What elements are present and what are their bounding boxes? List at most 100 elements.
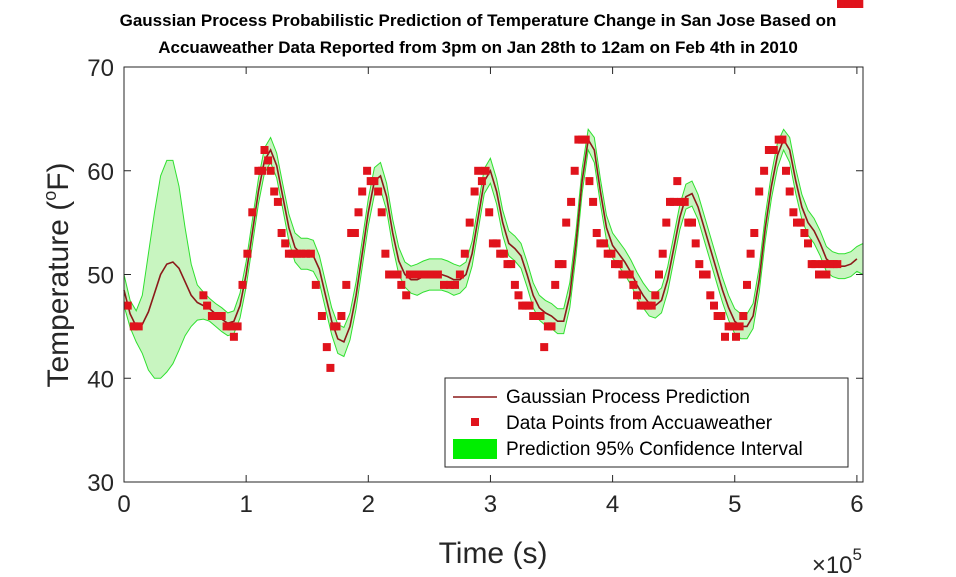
- data-point: [342, 280, 351, 289]
- data-point: [337, 312, 346, 320]
- data-point: [277, 229, 286, 237]
- data-point: [227, 322, 236, 331]
- data-point: [433, 270, 442, 279]
- data-point: [350, 229, 359, 237]
- y-tick-label: 50: [87, 263, 114, 290]
- data-point: [625, 270, 634, 279]
- data-point: [833, 260, 842, 269]
- data-point: [374, 187, 383, 196]
- data-point: [311, 280, 320, 289]
- data-point: [536, 312, 545, 320]
- data-point: [203, 301, 212, 310]
- y-axis-label-end: F): [42, 162, 75, 190]
- data-point: [739, 312, 748, 320]
- data-point: [746, 249, 755, 258]
- data-point: [266, 166, 275, 175]
- data-point: [370, 177, 379, 186]
- data-point: [460, 249, 469, 258]
- data-point: [134, 322, 143, 331]
- data-point: [455, 270, 464, 279]
- data-point: [381, 249, 390, 258]
- y-tick-label: 70: [87, 55, 114, 82]
- data-point: [662, 218, 671, 227]
- data-point: [507, 260, 516, 269]
- data-point: [514, 291, 523, 300]
- data-point: [822, 270, 831, 279]
- data-point: [326, 363, 335, 372]
- data-point: [581, 135, 590, 144]
- data-point: [238, 280, 247, 289]
- data-point: [789, 208, 798, 217]
- data-point: [222, 322, 231, 331]
- data-point: [695, 260, 704, 269]
- data-point: [405, 270, 414, 279]
- data-point: [750, 229, 759, 237]
- data-point: [680, 197, 689, 206]
- data-point: [322, 343, 331, 352]
- legend-marker-swatch: [471, 418, 479, 426]
- x-tick-label: 5: [728, 491, 741, 518]
- data-point: [760, 166, 769, 175]
- data-point: [702, 270, 711, 279]
- data-point: [743, 280, 751, 289]
- data-point: [589, 197, 598, 206]
- y-tick-label: 30: [87, 470, 114, 497]
- data-point: [297, 249, 306, 258]
- x-tick-label: 6: [850, 491, 863, 518]
- data-point: [547, 322, 556, 331]
- legend: Gaussian Process Prediction Data Points …: [444, 377, 849, 468]
- data-point: [302, 249, 310, 258]
- data-point: [410, 270, 419, 279]
- y-axis-label-superscript: o: [40, 191, 60, 201]
- data-point: [782, 166, 790, 175]
- data-point: [451, 280, 459, 289]
- data-point: [600, 239, 608, 248]
- data-point: [525, 301, 534, 310]
- data-point: [393, 270, 402, 279]
- data-point: [721, 332, 729, 341]
- y-axis-label-main: Temperature (: [42, 201, 75, 388]
- data-point: [465, 218, 474, 227]
- data-point: [477, 177, 486, 186]
- data-point: [354, 208, 363, 217]
- data-point: [207, 312, 216, 320]
- x-axis-label: Time (s): [439, 537, 548, 570]
- data-point: [217, 312, 226, 320]
- data-point: [427, 270, 436, 279]
- data-point: [499, 249, 508, 258]
- data-point: [288, 249, 297, 258]
- x-exponent-power: 5: [853, 545, 862, 564]
- data-point: [735, 322, 744, 331]
- data-point: [273, 197, 282, 206]
- data-point: [440, 280, 448, 289]
- data-point: [402, 291, 411, 300]
- data-point: [647, 301, 656, 310]
- data-point: [385, 270, 394, 279]
- data-point: [129, 322, 138, 331]
- y-tick-label: 60: [87, 159, 114, 186]
- data-point: [764, 146, 773, 154]
- data-point: [691, 239, 700, 248]
- data-point: [260, 146, 269, 154]
- x-tick-label: 4: [606, 491, 619, 518]
- legend-label-prediction: Gaussian Process Prediction: [506, 387, 750, 408]
- legend-label-confidence: Prediction 95% Confidence Interval: [506, 439, 803, 460]
- data-point: [710, 301, 718, 310]
- data-point: [363, 166, 372, 175]
- data-point: [592, 229, 601, 237]
- data-point: [629, 280, 638, 289]
- data-point: [800, 229, 809, 237]
- y-axis-label: Temperature (oF): [40, 162, 75, 387]
- data-point: [510, 280, 519, 289]
- data-point: [855, 0, 864, 8]
- data-point: [567, 197, 576, 206]
- data-point: [123, 301, 132, 310]
- data-point: [270, 187, 279, 196]
- data-point: [199, 291, 208, 300]
- data-point: [811, 260, 820, 269]
- x-tick-label: 0: [117, 491, 130, 518]
- data-point: [651, 291, 660, 300]
- data-point: [614, 260, 623, 269]
- data-point: [481, 166, 490, 175]
